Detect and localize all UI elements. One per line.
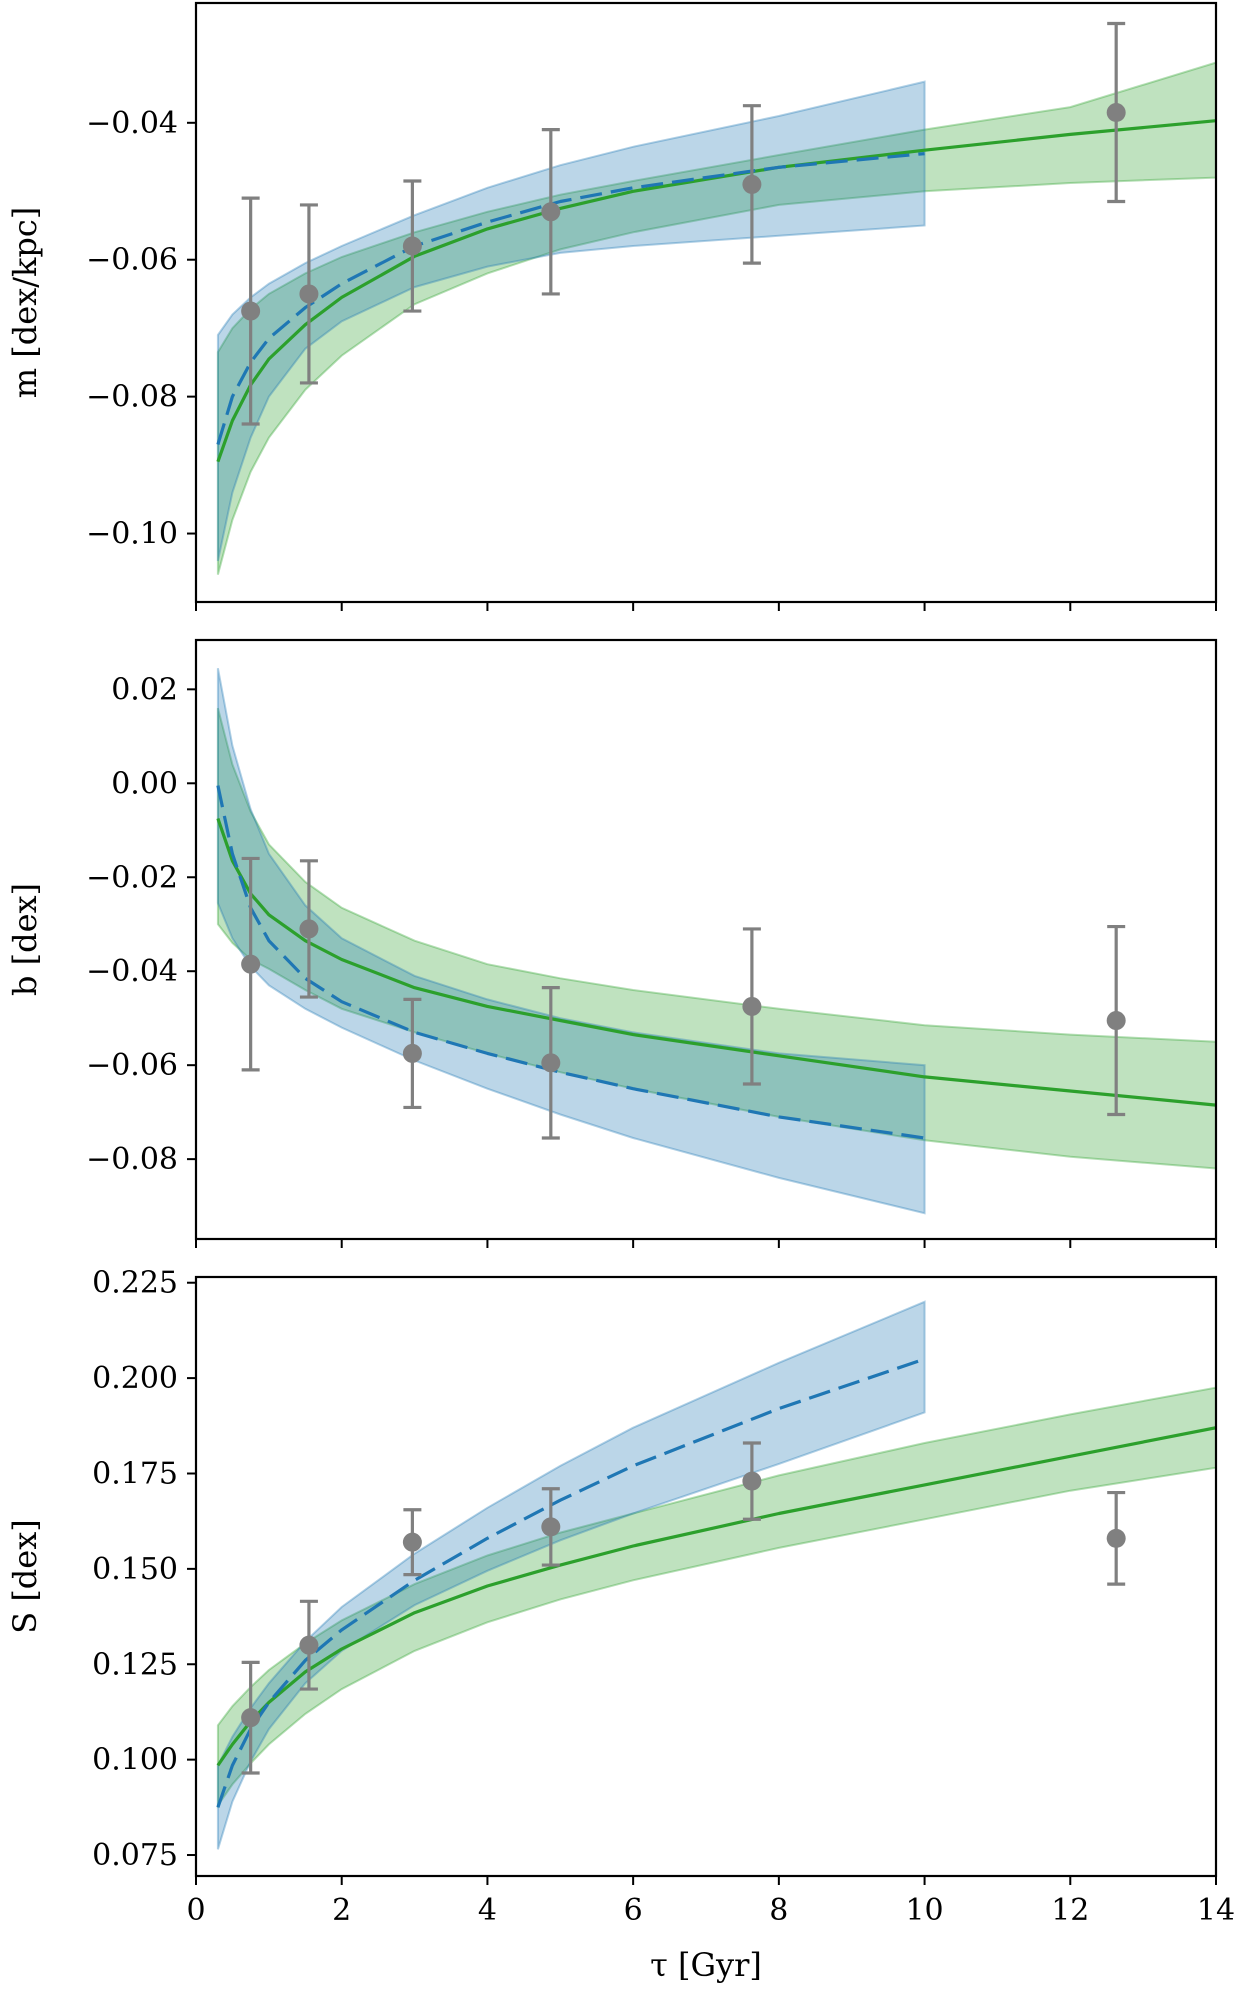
y-tick-label: −0.04 [86, 954, 178, 989]
data-point [742, 996, 762, 1016]
data-point [541, 1053, 561, 1073]
data-point-group [541, 1487, 561, 1567]
data-point [241, 301, 261, 321]
y-tick-label: 0.075 [92, 1838, 178, 1873]
data-point [299, 284, 319, 304]
blue-fit-band [216, 668, 926, 1215]
data-point-group [299, 203, 319, 385]
data-point [299, 919, 319, 939]
axes-frame [194, 1275, 1218, 1878]
panel-m: −0.10 −0.08 −0.06 −0.04 m [dex/kpc] [6, 1, 1218, 611]
x-tick-label: 2 [332, 1893, 351, 1928]
y-tick-label: 0.100 [92, 1743, 178, 1778]
green-fit-band [216, 707, 1216, 1170]
plot-area [216, 61, 1216, 575]
data-point [742, 174, 762, 194]
x-tick-label: 4 [478, 1893, 497, 1928]
x-axis-label: τ [Gyr] [650, 1946, 762, 1984]
data-point [1106, 103, 1126, 123]
blue-fit-line [216, 1357, 926, 1808]
data-point [402, 1532, 422, 1552]
y-tick-label: −0.08 [86, 380, 178, 415]
blue-fit-line [216, 152, 925, 445]
y-tick-label: 0.150 [92, 1552, 178, 1587]
data-point [1106, 1011, 1126, 1031]
y-tick-label: 0.125 [92, 1647, 178, 1682]
data-point-group [742, 927, 762, 1086]
data-point [742, 1471, 762, 1491]
y-tick-label: 0.225 [92, 1266, 178, 1301]
data-point-group [1106, 21, 1126, 204]
green-fit-line [216, 817, 1216, 1107]
green-fit-line [216, 119, 1216, 463]
plot-area [216, 668, 1216, 1215]
data-point-group [241, 856, 261, 1072]
y-axis-label: S [dex] [6, 1519, 44, 1634]
data-point-group [402, 179, 422, 313]
y-tick-label: −0.02 [86, 860, 178, 895]
x-tick-label: 0 [186, 1893, 205, 1928]
data-point [402, 236, 422, 256]
y-tick-label: 0.00 [111, 766, 178, 801]
x-tick-label: 6 [624, 1893, 643, 1928]
data-point [402, 1043, 422, 1063]
y-tick-label: −0.08 [86, 1142, 178, 1177]
green-fit-band [216, 1386, 1216, 1809]
data-point-group [1106, 924, 1126, 1117]
data-point [241, 954, 261, 974]
data-point-group [742, 104, 762, 265]
axes-frame [194, 638, 1218, 1241]
axes-frame [194, 1, 1218, 604]
y-tick-label: −0.10 [86, 517, 178, 552]
data-point-group [541, 128, 561, 296]
data-point-group [241, 1660, 261, 1775]
data-point [241, 1708, 261, 1728]
y-axis-label: b [dex] [6, 883, 44, 996]
data-point-group [402, 1508, 422, 1577]
x-tick-label: 10 [905, 1893, 943, 1928]
y-tick-label: −0.04 [86, 106, 178, 141]
x-tick-label: 8 [769, 1893, 788, 1928]
data-point-group [241, 196, 261, 426]
panel-b: −0.08 −0.06 −0.04 −0.02 0.00 0.02 b [dex] [6, 638, 1218, 1248]
data-point [541, 202, 561, 222]
data-point-group [742, 1441, 762, 1521]
y-tick-label: 0.200 [92, 1361, 178, 1396]
data-point-group [541, 986, 561, 1140]
plot-area [216, 1300, 1216, 1850]
y-axis-label: m [dex/kpc] [6, 207, 44, 399]
y-tick-label: 0.175 [92, 1456, 178, 1491]
x-tick-label: 14 [1197, 1893, 1235, 1928]
y-tick-label: −0.06 [86, 1048, 178, 1083]
blue-fit-line [216, 785, 925, 1140]
data-point [1106, 1528, 1126, 1548]
data-point-group [299, 1599, 319, 1691]
data-point [299, 1635, 319, 1655]
data-point [541, 1517, 561, 1537]
blue-fit-band [216, 80, 926, 562]
panel-s: 0 2 4 6 8 10 12 14 0.075 0.100 0.125 0.150 0.175 0.20… [6, 1266, 1235, 1984]
x-tick-label: 12 [1051, 1893, 1089, 1928]
data-point-group [402, 997, 422, 1110]
y-tick-label: −0.06 [86, 243, 178, 278]
data-point-group [299, 859, 319, 999]
y-tick-label: 0.02 [111, 672, 178, 707]
data-point-group [1106, 1490, 1126, 1586]
